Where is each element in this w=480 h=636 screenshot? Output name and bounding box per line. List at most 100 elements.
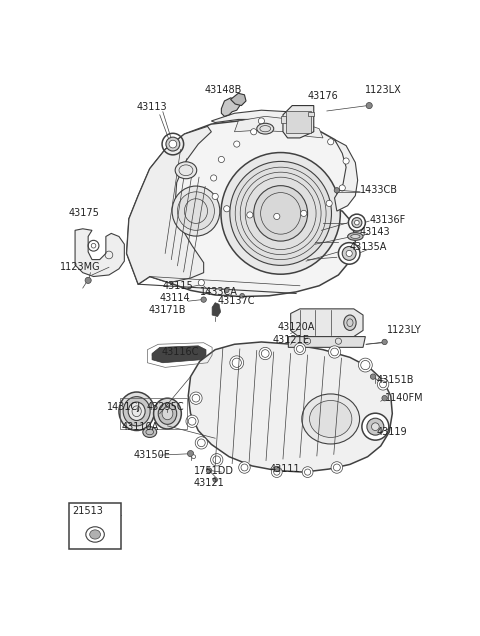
Ellipse shape [158,403,177,424]
Ellipse shape [154,398,181,429]
Ellipse shape [190,392,202,404]
Ellipse shape [225,288,229,293]
Polygon shape [127,127,211,284]
Text: 43121E: 43121E [272,335,309,345]
Polygon shape [234,116,323,138]
Text: 43115: 43115 [163,280,193,291]
Ellipse shape [339,185,345,191]
Ellipse shape [234,141,240,147]
Ellipse shape [366,102,372,109]
Ellipse shape [201,297,206,302]
Polygon shape [221,98,240,116]
Polygon shape [335,139,358,211]
Ellipse shape [359,358,372,372]
Ellipse shape [326,200,332,207]
Text: 43116C: 43116C [162,347,199,357]
Ellipse shape [348,214,365,231]
Text: 43175: 43175 [69,209,100,218]
Ellipse shape [90,530,100,539]
Polygon shape [152,346,206,363]
Text: 1140FM: 1140FM [384,393,423,403]
Text: 43295C: 43295C [146,403,184,412]
Ellipse shape [342,247,356,260]
Ellipse shape [230,356,244,370]
Bar [120,398,188,429]
Ellipse shape [192,455,195,459]
Ellipse shape [166,137,180,151]
Ellipse shape [331,462,343,473]
Text: 21513: 21513 [72,506,104,516]
Ellipse shape [344,315,356,331]
Ellipse shape [175,162,197,179]
Ellipse shape [143,427,156,438]
Bar [69,503,121,549]
Text: 43176: 43176 [308,90,338,100]
Polygon shape [230,93,246,106]
Ellipse shape [371,374,376,379]
Text: 1123LX: 1123LX [365,85,401,95]
Ellipse shape [362,413,389,440]
Ellipse shape [119,392,155,431]
Text: 43111: 43111 [269,464,300,474]
Polygon shape [127,121,355,296]
Text: 43121: 43121 [193,478,225,488]
Bar [308,112,314,116]
Ellipse shape [310,401,352,438]
Ellipse shape [338,243,360,264]
Ellipse shape [239,462,250,473]
Polygon shape [291,309,363,336]
Ellipse shape [178,192,215,230]
Polygon shape [288,336,365,347]
Ellipse shape [372,423,379,431]
Text: 1433CB: 1433CB [360,185,398,195]
Ellipse shape [188,450,193,457]
Ellipse shape [128,402,145,420]
Ellipse shape [328,139,334,145]
Ellipse shape [302,394,360,444]
Ellipse shape [297,123,303,130]
Ellipse shape [382,396,387,401]
Polygon shape [212,303,221,317]
Ellipse shape [274,466,279,472]
Text: 43137C: 43137C [218,296,255,306]
Ellipse shape [251,128,257,135]
Ellipse shape [343,158,349,164]
Ellipse shape [346,251,352,256]
Ellipse shape [352,218,362,228]
Text: 1123MG: 1123MG [60,262,101,272]
Ellipse shape [211,453,223,466]
Ellipse shape [218,156,225,163]
Bar [286,111,311,132]
Ellipse shape [367,418,384,435]
Ellipse shape [211,175,217,181]
Text: 43148B: 43148B [204,85,241,95]
Ellipse shape [186,415,198,427]
Text: 43150E: 43150E [133,450,170,460]
Ellipse shape [334,188,339,193]
Ellipse shape [377,378,389,390]
Ellipse shape [254,186,308,241]
Polygon shape [75,229,124,277]
Ellipse shape [247,212,253,218]
Ellipse shape [195,437,207,449]
Text: 43114: 43114 [160,293,191,303]
Ellipse shape [258,118,264,124]
Text: 1751DD: 1751DD [193,466,234,476]
Ellipse shape [302,467,313,478]
Ellipse shape [212,193,218,200]
Ellipse shape [213,478,217,482]
Text: 43171B: 43171B [149,305,186,315]
Ellipse shape [221,153,340,274]
Polygon shape [211,110,288,123]
Ellipse shape [382,339,387,345]
Ellipse shape [328,346,341,358]
Ellipse shape [224,205,230,212]
Ellipse shape [348,233,363,240]
Ellipse shape [162,408,173,420]
Text: 43136F: 43136F [369,214,406,225]
Ellipse shape [351,235,360,238]
Ellipse shape [271,467,282,478]
Text: 43113: 43113 [137,102,168,112]
Polygon shape [188,342,392,472]
Text: 43135A: 43135A [349,242,386,252]
